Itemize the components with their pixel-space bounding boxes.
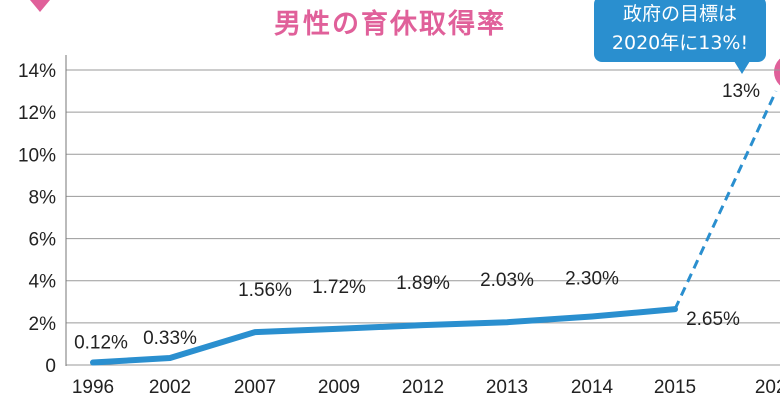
data-label: 2.65% (686, 309, 740, 330)
x-tick-label: 1996 (72, 377, 114, 398)
data-label: 13% (722, 81, 760, 102)
y-tick-label: 0 (45, 356, 56, 377)
callout-line-2: 2020年に13%! (611, 32, 749, 54)
x-tick-label: 2012 (402, 377, 444, 398)
data-label: 0.12% (74, 332, 128, 353)
dashed-target-line (673, 90, 778, 310)
x-tick-label: 2014 (571, 377, 614, 398)
decorative-pink-circle (774, 58, 780, 86)
x-tick-label: 2020 (755, 377, 780, 398)
data-label: 1.89% (396, 273, 450, 294)
data-label: 0.33% (143, 328, 197, 349)
x-tick-label: 2002 (149, 377, 191, 398)
chart-title: 男性の育休取得率 (274, 9, 506, 40)
y-tick-label: 12% (18, 103, 56, 124)
y-tick-label: 2% (29, 314, 57, 335)
y-tick-label: 8% (29, 187, 57, 208)
data-label: 1.72% (312, 277, 366, 298)
y-tick-label: 10% (18, 145, 56, 166)
callout-line-1: 政府の目標は (622, 3, 737, 25)
x-tick-label: 2009 (318, 377, 360, 398)
data-label: 1.56% (238, 280, 292, 301)
x-tick-label: 2007 (234, 377, 276, 398)
y-tick-label: 4% (29, 272, 57, 293)
solid-series-line (90, 306, 678, 366)
x-tick-label: 2013 (486, 377, 528, 398)
data-label: 2.30% (565, 269, 619, 290)
y-tick-label: 14% (18, 61, 56, 82)
data-label: 2.03% (480, 270, 534, 291)
x-tick-label: 2015 (654, 377, 696, 398)
target-callout: 政府の目標は 2020年に13%! (594, 0, 766, 74)
decorative-pink-triangle (30, 0, 50, 12)
y-tick-label: 6% (29, 230, 57, 251)
